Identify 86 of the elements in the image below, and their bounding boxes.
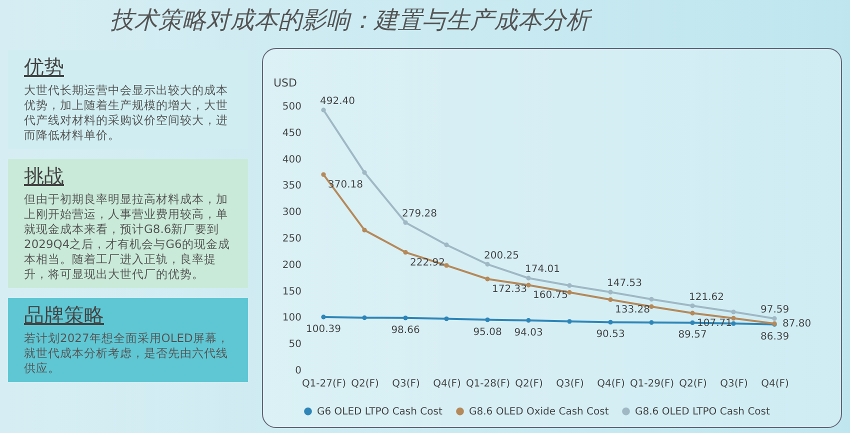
point	[649, 296, 654, 302]
data-label: 98.66	[391, 324, 420, 336]
y-tick-label: 250	[282, 234, 302, 244]
point	[485, 262, 490, 267]
y-tick-label: 300	[282, 207, 302, 218]
text: 大世代长期运营中会显示出较大的成本优势，加上随着生产规模的增大，大世代产线对材料的采购议价空间较大，进而降低材料单价。	[24, 83, 229, 143]
y-tick-label: 100	[282, 312, 302, 324]
x-tick-label: Q4(F)	[433, 378, 461, 390]
x-tick-label: Q4(F)	[597, 378, 625, 390]
point	[649, 320, 654, 325]
point	[321, 314, 326, 320]
y-tick-label: 500	[282, 102, 302, 112]
data-label: 87.80	[782, 318, 812, 330]
point	[444, 242, 449, 248]
data-label: 121.62	[689, 292, 724, 303]
chart-title: 技术策略对成本的影响：建置与生产成本分析	[110, 5, 590, 36]
data-label: 97.59	[760, 304, 790, 316]
y-tick-label: 0	[295, 366, 302, 376]
point	[526, 318, 531, 323]
point	[690, 310, 695, 316]
point	[567, 283, 572, 288]
x-tick-label: Q1-28(F)	[466, 378, 510, 390]
data-label: 147.53	[607, 278, 642, 290]
data-label: 172.33	[492, 284, 527, 296]
y-tick-label: 200	[282, 260, 302, 271]
legend-label: G6 OLED LTPO Cash Cost	[317, 406, 442, 418]
point	[608, 290, 613, 294]
legend-label: G8.6 OLED Oxide Cash Cost	[469, 406, 609, 418]
x-tick-label: Q3(F)	[556, 378, 584, 390]
data-label: 200.25	[484, 250, 519, 262]
point	[731, 310, 736, 314]
text: 若计划2027年想全面采用OLED屏幕，就世代成本分析考虑，是否先由六代线供应。	[24, 331, 230, 376]
y-tick-label: 150	[282, 286, 302, 298]
point	[485, 276, 490, 282]
data-label: 89.57	[678, 330, 707, 341]
x-tick-label: Q2(F)	[351, 378, 379, 390]
point	[444, 263, 449, 268]
point	[567, 319, 572, 324]
point	[403, 250, 408, 255]
point	[608, 320, 613, 325]
data-label: 86.39	[760, 331, 790, 342]
data-label: 174.01	[525, 264, 560, 276]
y-tick-label: 450	[282, 128, 302, 139]
text: 但由于初期良率明显拉高材料成本，加上刚开始营运，人事营业费用较高，单就现金成本来看，预计G8.6新厂要到2029Q4之后，才有机会与G6的现金成本相当。随着工厂进入正轨，良率提升，将可显现出大世代厂的优势。	[24, 192, 231, 282]
point	[362, 315, 367, 320]
point	[485, 317, 490, 322]
point	[403, 220, 408, 225]
data-label: 100.39	[306, 324, 341, 335]
x-tick-label: Q1-27(F)	[302, 378, 346, 390]
text: 挑战	[24, 163, 65, 190]
text: 品牌策略	[24, 302, 105, 329]
x-tick-label: Q1-29(F)	[630, 378, 674, 390]
point	[649, 304, 654, 309]
point	[567, 290, 572, 295]
y-axis-title: USD	[274, 76, 298, 90]
data-label: 279.28	[402, 208, 437, 220]
data-label: 95.08	[473, 326, 502, 338]
x-tick-label: Q3(F)	[720, 378, 748, 390]
point	[690, 303, 695, 308]
point	[444, 316, 449, 322]
point	[321, 108, 326, 112]
data-label: 90.53	[596, 329, 625, 340]
y-tick-label: 400	[282, 154, 302, 166]
point	[321, 172, 326, 177]
point	[362, 170, 367, 175]
x-tick-label: Q2(F)	[679, 378, 707, 390]
y-tick-label: 350	[282, 180, 302, 192]
y-tick-label: 50	[288, 339, 302, 350]
data-label: 492.40	[320, 96, 355, 108]
point	[772, 316, 777, 321]
point	[362, 228, 367, 232]
legend-label: G8.6 OLED LTPO Cash Cost	[635, 406, 770, 418]
point	[690, 320, 695, 326]
data-label: 133.28	[615, 304, 650, 316]
text: 优势	[24, 54, 65, 81]
data-label: 94.03	[514, 327, 543, 338]
point	[731, 321, 736, 326]
data-label: 160.75	[533, 290, 568, 302]
point	[403, 316, 408, 320]
point	[731, 316, 736, 321]
point	[608, 297, 613, 302]
x-tick-label: Q4(F)	[761, 378, 789, 390]
x-tick-label: Q2(F)	[515, 378, 543, 390]
point	[526, 276, 531, 280]
x-tick-label: Q3(F)	[392, 378, 420, 390]
point	[526, 282, 531, 288]
